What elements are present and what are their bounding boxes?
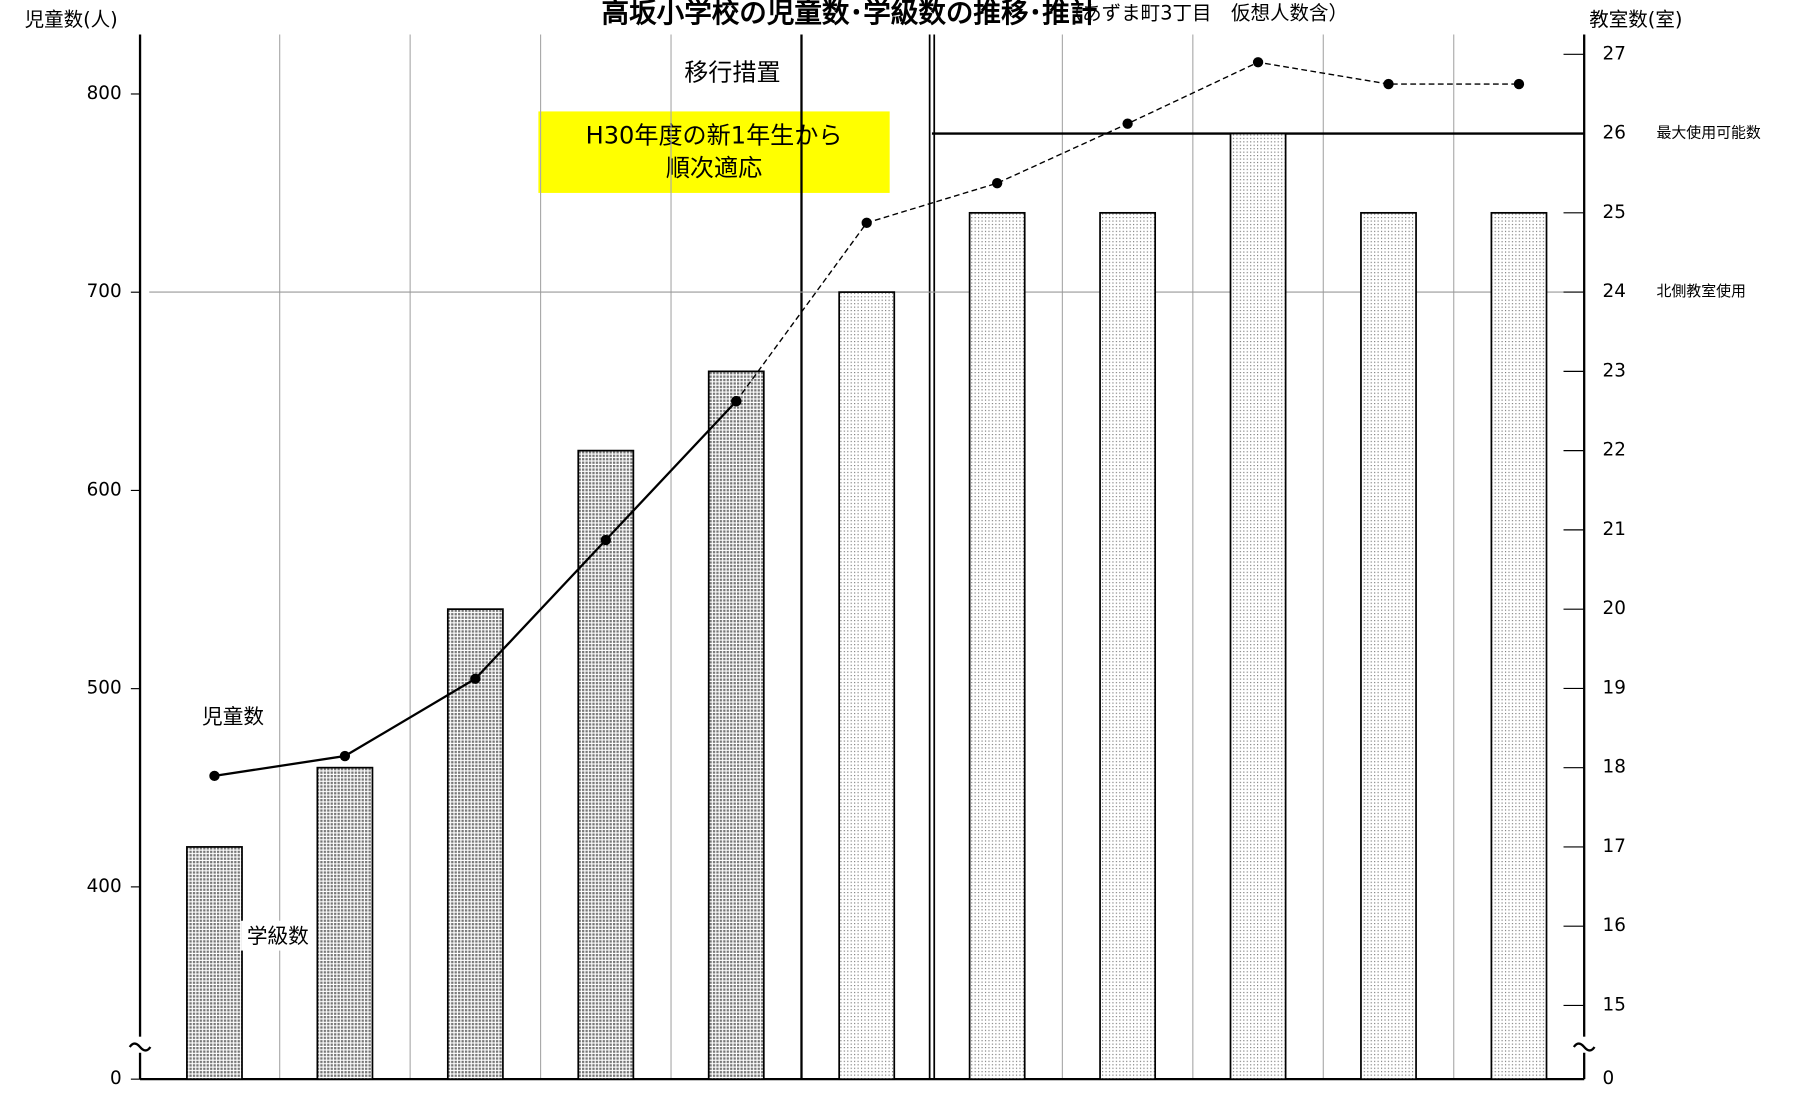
bar bbox=[316, 766, 374, 1081]
y2-tick-label: 17 bbox=[1603, 836, 1626, 857]
bar bbox=[577, 449, 635, 1081]
bar bbox=[1360, 211, 1417, 1081]
axis-break bbox=[130, 1036, 150, 1053]
y-tick-label: 800 bbox=[87, 83, 122, 104]
y-tick-label: 700 bbox=[87, 281, 122, 302]
bar bbox=[1099, 211, 1157, 1081]
point bbox=[1122, 118, 1133, 129]
highlight-text: 順次適応 bbox=[666, 154, 762, 182]
point bbox=[339, 750, 351, 762]
bar bbox=[707, 370, 765, 1081]
y2-tick-label: 18 bbox=[1603, 757, 1626, 778]
y2-tick-label: 21 bbox=[1603, 519, 1626, 540]
subtitle: （あずま町3丁目 仮想人数含） bbox=[1063, 1, 1348, 24]
axis-break bbox=[1572, 1042, 1596, 1052]
annotation: 移行措置 bbox=[684, 59, 780, 87]
y-axis-label: 児童数(人) bbox=[25, 8, 118, 31]
y2-axis-label: 教室数(室) bbox=[1589, 8, 1682, 31]
y2-tick-label: 0 bbox=[1603, 1068, 1615, 1089]
y-tick-label: 0 bbox=[110, 1068, 122, 1089]
y2-tick-label: 23 bbox=[1603, 360, 1626, 381]
y-tick-label: 600 bbox=[87, 479, 122, 500]
bar bbox=[1490, 211, 1548, 1081]
point bbox=[1513, 78, 1525, 90]
axis-break bbox=[1575, 1036, 1594, 1053]
bar bbox=[446, 608, 504, 1081]
bar bbox=[1229, 132, 1287, 1081]
bar bbox=[968, 211, 1026, 1081]
y-tick-label: 500 bbox=[87, 678, 122, 699]
y2-tick-label: 24 bbox=[1603, 281, 1626, 302]
label-bg bbox=[241, 920, 315, 951]
y2-tick-label: 22 bbox=[1603, 440, 1626, 461]
highlight-box bbox=[538, 111, 890, 193]
bar bbox=[838, 291, 896, 1081]
y2-tick-label: 26 bbox=[1603, 123, 1626, 144]
highlight-text: H30年度の新1年生から bbox=[586, 122, 843, 150]
series-label: 学級数 bbox=[247, 924, 309, 948]
point bbox=[991, 178, 1003, 189]
y2-tick-label: 15 bbox=[1603, 994, 1626, 1015]
point bbox=[209, 770, 220, 782]
y2-tick-label: 27 bbox=[1603, 43, 1626, 64]
point bbox=[470, 673, 481, 684]
point bbox=[731, 396, 742, 407]
bar bbox=[186, 846, 243, 1081]
chart-title: 高坂小学校の児童数･学級数の推移･推計 bbox=[602, 0, 1098, 29]
series-label: 児童数 bbox=[202, 705, 264, 729]
point bbox=[861, 217, 872, 228]
y2-tick-label: 25 bbox=[1603, 202, 1626, 223]
y2-tick-label: 16 bbox=[1603, 915, 1626, 936]
y-tick-label: 400 bbox=[87, 876, 122, 897]
y2-tick-label: 20 bbox=[1603, 598, 1626, 619]
point bbox=[1252, 57, 1264, 68]
reference-label: 北側教室使用 bbox=[1657, 282, 1746, 300]
axis-break bbox=[128, 1042, 152, 1052]
point bbox=[1383, 78, 1394, 90]
point bbox=[600, 534, 611, 546]
reference-label: 最大使用可能数 bbox=[1657, 124, 1761, 142]
y2-tick-label: 19 bbox=[1603, 677, 1626, 698]
